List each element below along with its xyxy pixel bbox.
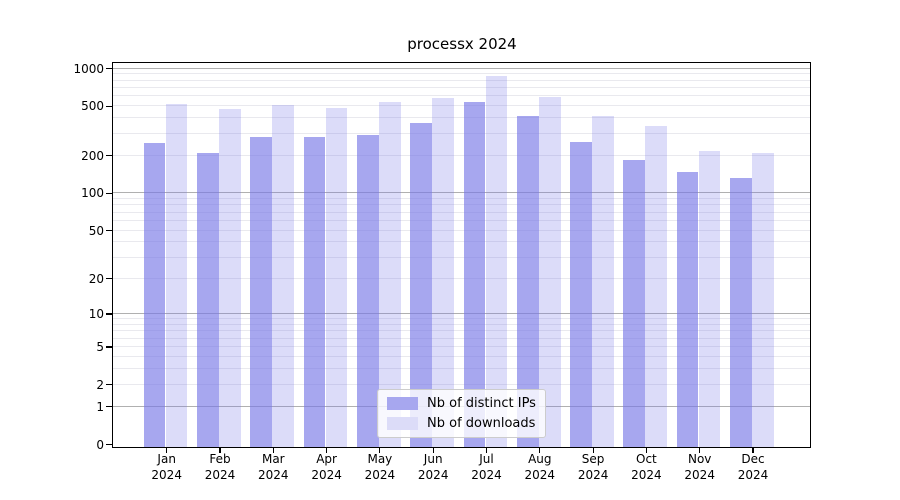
gridline-minor (113, 383, 810, 385)
y-tick-label-50: 50 (88, 223, 104, 238)
gridline-minor (113, 117, 810, 119)
gridline-minor (113, 154, 810, 156)
gridline-minor (113, 318, 810, 320)
x-tick-mark (272, 447, 274, 453)
y-tick-label-200: 200 (81, 148, 104, 163)
gridline-minor (113, 337, 810, 339)
gridline-minor (113, 323, 810, 325)
legend: Nb of distinct IPs Nb of downloads (377, 389, 546, 438)
x-tick-label-sep: Sep 2024 (577, 452, 609, 482)
bar-nb-of-distinct-ips-apr (303, 136, 326, 447)
gridline-minor (113, 256, 810, 258)
y-tick-label-0: 0 (96, 437, 104, 452)
gridline-minor (113, 73, 810, 75)
grid-layer (113, 63, 810, 447)
bar-nb-of-distinct-ips-nov (676, 171, 699, 447)
x-tick-label-dec: Dec 2024 (737, 452, 769, 482)
bar-nb-of-distinct-ips-jul (463, 102, 486, 447)
x-tick-mark (379, 447, 381, 453)
bar-nb-of-downloads-jun (432, 98, 454, 447)
x-tick-label-oct: Oct 2024 (631, 452, 662, 482)
bar-nb-of-distinct-ips-jan (143, 143, 166, 447)
gridline-minor (113, 79, 810, 81)
gridline-minor (113, 105, 810, 107)
gridline-minor (113, 219, 810, 221)
bar-nb-of-distinct-ips-sep (570, 141, 592, 447)
x-tick-mark (432, 447, 434, 453)
gridline-minor (113, 355, 810, 357)
x-tick-label-aug: Aug 2024 (524, 452, 556, 482)
bar-nb-of-downloads-jul (485, 76, 508, 447)
gridline-minor (113, 211, 810, 213)
bars-layer (113, 63, 810, 447)
bar-nb-of-distinct-ips-mar (250, 136, 273, 447)
bar-nb-of-downloads-jan (165, 103, 188, 447)
bar-nb-of-downloads-dec (752, 153, 774, 447)
y-tick-label-10: 10 (88, 307, 104, 321)
legend-label-distinct-ips: Nb of distinct IPs (427, 396, 536, 411)
gridline-minor (113, 330, 810, 332)
bar-nb-of-distinct-ips-dec (730, 178, 752, 447)
y-tick-label-500: 500 (81, 99, 104, 114)
x-tick-label-may: May 2024 (364, 452, 396, 482)
y-tick-label-100: 100 (81, 186, 104, 201)
y-tick-label-20: 20 (88, 271, 104, 286)
plot-area: Nb of distinct IPs Nb of downloads (112, 62, 811, 448)
x-tick-label-jul: Jul 2024 (471, 452, 502, 482)
x-tick-mark (326, 447, 328, 453)
bar-nb-of-distinct-ips-jun (410, 123, 432, 447)
gridline-minor (113, 368, 810, 370)
y-tick-label-1: 1 (96, 399, 104, 414)
x-tick-mark (592, 447, 594, 453)
x-tick-mark (485, 447, 488, 453)
legend-label-downloads: Nb of downloads (427, 416, 536, 431)
x-tick-mark (219, 447, 221, 453)
gridline-major-100 (113, 192, 810, 194)
gridline-minor (113, 204, 810, 206)
gridline-minor (113, 95, 810, 97)
legend-item-downloads: Nb of downloads (387, 416, 536, 431)
gridline-minor (113, 229, 810, 231)
chart-title: processx 2024 (407, 35, 517, 53)
x-tick-label-jun: Jun 2024 (417, 452, 449, 482)
gridline-major-10 (113, 313, 810, 314)
x-tick-label-apr: Apr 2024 (311, 452, 342, 482)
legend-swatch-distinct-ips (387, 397, 418, 410)
bar-nb-of-distinct-ips-feb (197, 153, 219, 447)
gridline-major-1000 (113, 67, 810, 69)
gridline-minor (113, 86, 810, 88)
x-tick-label-jan: Jan 2024 (151, 452, 182, 482)
bar-nb-of-distinct-ips-may (356, 134, 379, 447)
bar-nb-of-downloads-aug (538, 96, 561, 447)
bar-nb-of-downloads-nov (698, 150, 721, 447)
bar-nb-of-downloads-may (378, 101, 401, 447)
bar-nb-of-downloads-sep (592, 115, 614, 447)
gridline-minor (113, 345, 810, 347)
bar-nb-of-distinct-ips-aug (516, 116, 539, 447)
x-tick-mark (166, 447, 168, 453)
gridline-minor (113, 241, 810, 243)
gridline-minor (113, 198, 810, 200)
x-tick-mark (752, 447, 754, 453)
x-tick-label-mar: Mar 2024 (258, 452, 289, 482)
y-tick-label-1000: 1000 (73, 61, 104, 76)
bar-nb-of-downloads-apr (325, 108, 348, 447)
gridline-minor (113, 132, 810, 134)
legend-item-distinct-ips: Nb of distinct IPs (387, 396, 536, 411)
y-tick-label-5: 5 (96, 339, 104, 354)
x-tick-label-nov: Nov 2024 (684, 452, 715, 482)
x-tick-mark (539, 447, 541, 453)
bar-nb-of-distinct-ips-oct (623, 159, 646, 447)
gridline-minor (113, 277, 810, 279)
bar-nb-of-downloads-feb (219, 108, 241, 447)
bar-nb-of-downloads-mar (272, 104, 295, 447)
x-tick-mark (645, 447, 647, 453)
x-tick-mark (699, 447, 701, 453)
y-tick-label-2: 2 (96, 377, 104, 392)
legend-swatch-downloads (387, 417, 418, 430)
bar-nb-of-downloads-oct (645, 125, 668, 447)
x-tick-label-feb: Feb 2024 (204, 452, 236, 482)
